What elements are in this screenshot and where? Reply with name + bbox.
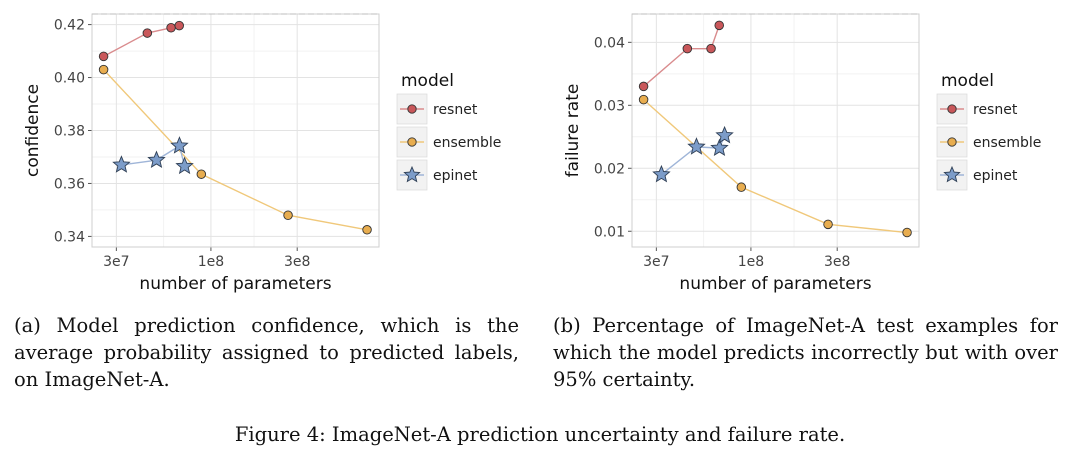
data-point-ensemble bbox=[736, 182, 747, 192]
data-point-resnet bbox=[174, 20, 184, 31]
data-point-resnet bbox=[638, 81, 649, 92]
data-point-epinet bbox=[170, 136, 189, 154]
y-axis-label: failure rate bbox=[563, 84, 583, 178]
data-point-epinet bbox=[175, 156, 194, 175]
data-point-epinet bbox=[112, 155, 131, 173]
x-tick-label: 3e8 bbox=[824, 254, 850, 270]
legend-label-epinet: epinet bbox=[973, 168, 1018, 184]
y-tick-label: 0.02 bbox=[594, 161, 625, 177]
data-point-ensemble bbox=[638, 94, 649, 105]
data-point-epinet bbox=[652, 164, 671, 183]
legend-marker-resnet bbox=[407, 104, 417, 114]
y-axis-label: confidence bbox=[23, 84, 43, 177]
data-point-resnet bbox=[714, 20, 724, 31]
plot-border bbox=[91, 13, 380, 248]
data-point-ensemble bbox=[196, 169, 207, 179]
caption-panel-b: (b) Percentage of ImageNet-A test exampl… bbox=[553, 314, 1058, 391]
series-line-resnet bbox=[643, 25, 720, 87]
plot-background bbox=[632, 14, 919, 247]
y-tick-label: 0.04 bbox=[594, 35, 625, 51]
data-point-ensemble bbox=[823, 219, 833, 230]
x-tick-label: 3e8 bbox=[284, 254, 310, 270]
legend-label-ensemble: ensemble bbox=[973, 135, 1041, 151]
legend-marker-resnet bbox=[947, 104, 957, 114]
series-line-ensemble bbox=[643, 99, 908, 234]
x-tick-label: 1e8 bbox=[198, 254, 224, 270]
x-tick-label: 3e7 bbox=[103, 254, 129, 270]
legend-label-resnet: resnet bbox=[433, 102, 478, 118]
data-point-ensemble bbox=[902, 227, 912, 238]
data-point-resnet bbox=[682, 43, 693, 54]
data-point-ensemble bbox=[98, 64, 109, 75]
y-tick-label: 0.38 bbox=[54, 124, 85, 140]
x-tick-label: 1e8 bbox=[738, 254, 764, 270]
data-point-resnet bbox=[98, 51, 109, 62]
chart-panel-confidence: 0.34 0.36 0.38 0.40 0.42 3e7 1e8 3e8 number of p… bbox=[0, 0, 540, 300]
data-point-resnet bbox=[166, 23, 176, 33]
y-tick-label: 0.01 bbox=[594, 224, 625, 240]
caption-panel-a: (a) Model prediction confidence, which i… bbox=[14, 314, 519, 391]
y-tick-label: 0.03 bbox=[594, 98, 625, 114]
legend-label-epinet: epinet bbox=[433, 168, 478, 184]
figure-caption: Figure 4: ImageNet-A prediction uncertai… bbox=[234, 423, 846, 446]
legend-marker-epinet bbox=[943, 165, 961, 183]
x-axis-label: number of parameters bbox=[139, 274, 331, 294]
data-point-ensemble bbox=[283, 210, 293, 220]
y-tick-label: 0.36 bbox=[54, 176, 85, 192]
y-tick-label: 0.40 bbox=[54, 71, 85, 87]
legend-title: model bbox=[401, 71, 454, 91]
data-point-ensemble bbox=[362, 225, 372, 235]
y-tick-label: 0.34 bbox=[54, 229, 85, 245]
data-point-epinet bbox=[715, 125, 734, 144]
data-point-resnet bbox=[706, 43, 716, 54]
series-line-ensemble bbox=[103, 69, 368, 231]
plot-border bbox=[631, 13, 920, 248]
data-point-resnet bbox=[142, 28, 153, 38]
legend-title: model bbox=[941, 71, 994, 91]
failure-rate-chart: 0.01 0.02 0.03 0.04 3e7 1e8 3e8 number of param… bbox=[563, 13, 1041, 294]
legend-marker-epinet bbox=[403, 165, 421, 183]
series-line-epinet bbox=[660, 135, 726, 176]
y-tick-label: 0.42 bbox=[54, 18, 85, 34]
legend-label-ensemble: ensemble bbox=[433, 135, 501, 151]
legend-marker-ensemble bbox=[407, 137, 417, 147]
legend-label-resnet: resnet bbox=[973, 102, 1018, 118]
x-axis-label: number of parameters bbox=[679, 274, 871, 294]
confidence-chart: 0.34 0.36 0.38 0.40 0.42 3e7 1e8 3e8 number of p… bbox=[23, 13, 501, 294]
data-point-epinet bbox=[687, 137, 706, 155]
x-tick-label: 3e7 bbox=[643, 254, 669, 270]
series-line-epinet bbox=[121, 144, 186, 167]
data-point-epinet bbox=[710, 138, 729, 156]
data-point-epinet bbox=[147, 150, 166, 168]
legend-marker-ensemble bbox=[947, 137, 957, 147]
chart-panel-failure-rate: 0.01 0.02 0.03 0.04 3e7 1e8 3e8 number of param… bbox=[540, 0, 1080, 300]
